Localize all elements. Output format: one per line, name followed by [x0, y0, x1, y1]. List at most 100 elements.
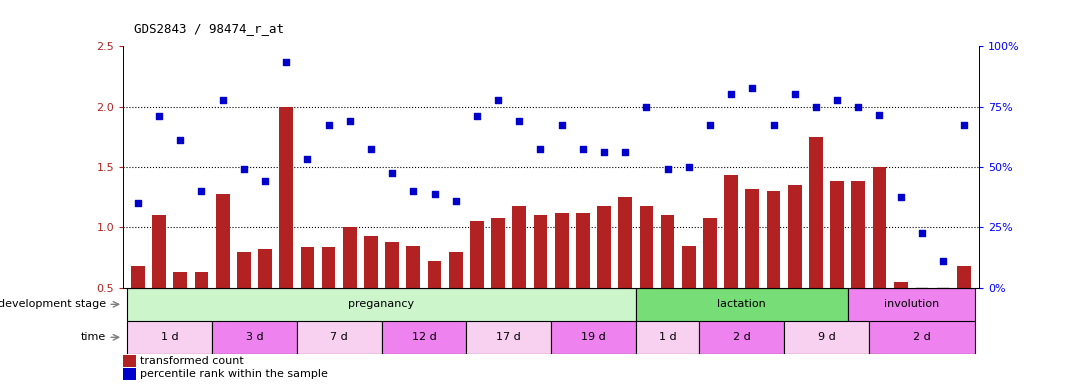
Bar: [364, 236, 378, 348]
Bar: [958, 266, 972, 348]
Text: 2 d: 2 d: [913, 332, 931, 342]
Point: [341, 118, 358, 124]
Text: 7 d: 7 d: [331, 332, 348, 342]
Point: [129, 200, 147, 206]
Text: 1 d: 1 d: [160, 332, 179, 342]
Point: [702, 122, 719, 128]
Bar: [618, 197, 632, 348]
Point: [299, 156, 316, 162]
Bar: [636, 288, 847, 321]
Point: [786, 91, 804, 98]
Point: [277, 59, 294, 65]
Bar: [385, 242, 399, 348]
Bar: [491, 218, 505, 348]
Point: [765, 122, 782, 128]
Bar: [279, 106, 293, 348]
Point: [744, 85, 761, 91]
Bar: [660, 215, 674, 348]
Bar: [382, 321, 467, 354]
Bar: [554, 213, 568, 348]
Text: GDS2843 / 98474_r_at: GDS2843 / 98474_r_at: [134, 22, 284, 35]
Point: [553, 122, 570, 128]
Bar: [576, 213, 590, 348]
Text: 17 d: 17 d: [496, 332, 521, 342]
Text: preganancy: preganancy: [349, 300, 414, 310]
Text: 3 d: 3 d: [246, 332, 263, 342]
Bar: [467, 321, 551, 354]
Point: [532, 146, 549, 152]
Bar: [152, 215, 166, 348]
Bar: [216, 194, 230, 348]
Point: [320, 122, 337, 128]
Point: [659, 166, 676, 172]
Bar: [766, 191, 780, 348]
Bar: [869, 321, 975, 354]
Point: [151, 113, 168, 119]
Bar: [551, 321, 636, 354]
Point: [257, 179, 274, 185]
Text: 19 d: 19 d: [581, 332, 606, 342]
Bar: [123, 368, 136, 380]
Bar: [195, 272, 209, 348]
Bar: [784, 321, 869, 354]
Point: [363, 146, 380, 152]
Bar: [258, 249, 272, 348]
Point: [934, 258, 951, 264]
Point: [956, 122, 973, 128]
Point: [850, 103, 867, 109]
Bar: [131, 266, 144, 348]
Point: [171, 137, 188, 144]
Point: [914, 230, 931, 237]
Text: development stage: development stage: [0, 300, 106, 310]
Bar: [301, 247, 315, 348]
Point: [193, 188, 210, 194]
Text: percentile rank within the sample: percentile rank within the sample: [140, 369, 328, 379]
Bar: [296, 321, 382, 354]
Text: 12 d: 12 d: [412, 332, 437, 342]
Bar: [470, 221, 484, 348]
Bar: [640, 206, 654, 348]
Point: [510, 118, 528, 124]
Point: [892, 194, 910, 200]
Point: [722, 91, 739, 98]
Bar: [513, 206, 526, 348]
Bar: [682, 245, 696, 348]
Point: [214, 98, 231, 104]
Point: [871, 112, 888, 118]
Bar: [893, 282, 907, 348]
Point: [404, 188, 422, 194]
Text: time: time: [81, 332, 106, 342]
Point: [383, 170, 400, 176]
Bar: [342, 227, 356, 348]
Point: [638, 103, 655, 109]
Text: 1 d: 1 d: [659, 332, 676, 342]
Point: [575, 146, 592, 152]
Bar: [534, 215, 548, 348]
Point: [235, 166, 253, 172]
Point: [489, 98, 506, 104]
Bar: [407, 245, 421, 348]
Bar: [127, 321, 212, 354]
Bar: [597, 206, 611, 348]
Bar: [847, 288, 975, 321]
Text: 9 d: 9 d: [817, 332, 836, 342]
Bar: [173, 272, 187, 348]
Bar: [788, 185, 801, 348]
Bar: [724, 175, 738, 348]
Bar: [123, 355, 136, 367]
Text: 2 d: 2 d: [733, 332, 751, 342]
Point: [426, 190, 443, 197]
Point: [808, 103, 825, 109]
Bar: [448, 252, 462, 348]
Text: lactation: lactation: [717, 300, 766, 310]
Point: [469, 113, 486, 119]
Bar: [746, 189, 760, 348]
Point: [681, 164, 698, 170]
Text: transformed count: transformed count: [140, 356, 244, 366]
Bar: [809, 137, 823, 348]
Text: involution: involution: [884, 300, 938, 310]
Bar: [700, 321, 784, 354]
Point: [596, 149, 613, 156]
Bar: [872, 167, 886, 348]
Bar: [127, 288, 636, 321]
